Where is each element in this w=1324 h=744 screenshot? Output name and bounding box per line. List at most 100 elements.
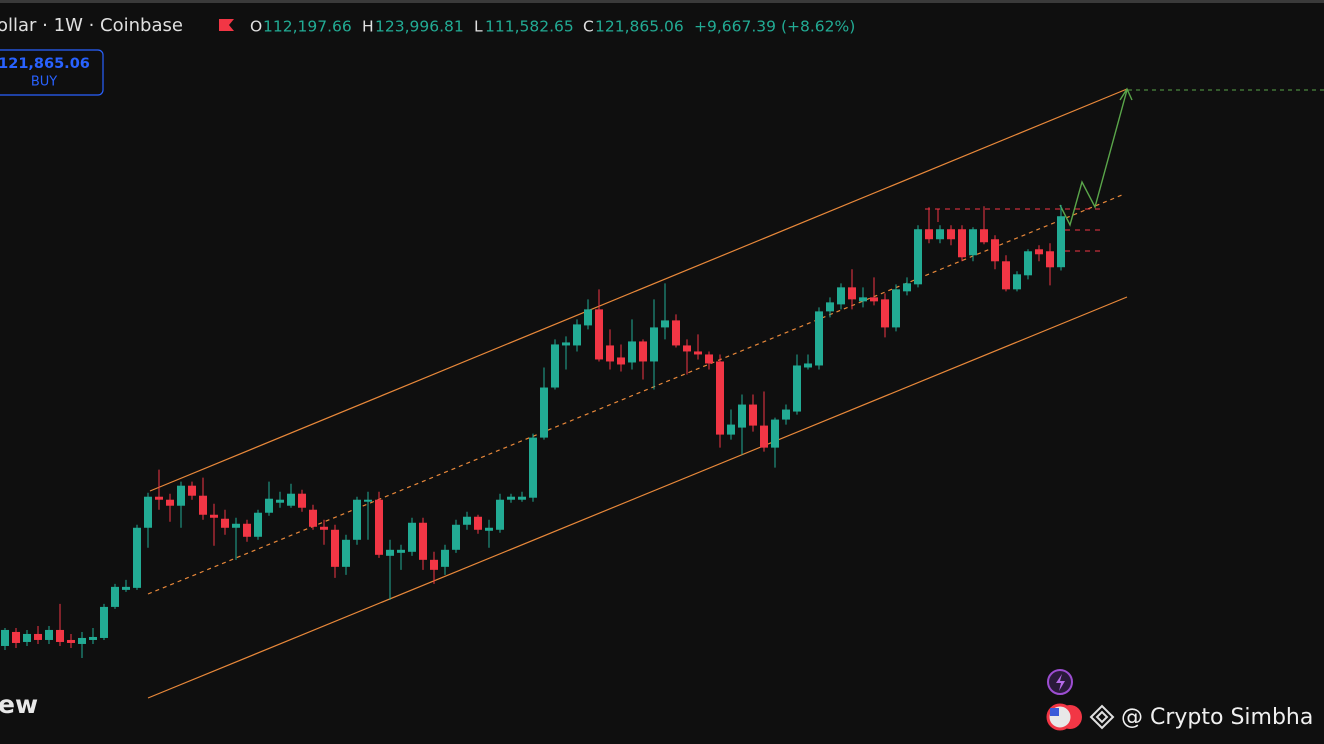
symbol: ollar · 1W · Coinbase — [0, 15, 183, 36]
candle-body — [507, 496, 515, 500]
candle — [430, 551, 438, 584]
candle — [705, 351, 713, 370]
ohlc-value: 112,197.66 — [263, 18, 352, 36]
candle — [221, 509, 229, 535]
flag-icon — [219, 19, 234, 31]
candle-body — [452, 524, 460, 550]
candle — [474, 514, 482, 534]
candle-body — [925, 229, 933, 240]
candle-body — [78, 637, 86, 644]
candle-body — [89, 636, 97, 640]
candle-body — [793, 365, 801, 412]
candle-body — [584, 309, 592, 326]
candle-body — [287, 493, 295, 506]
candle — [771, 417, 779, 468]
candle-body — [705, 354, 713, 364]
candle-body — [210, 514, 218, 518]
ohlc-label: L — [474, 18, 483, 36]
candle — [1024, 249, 1032, 280]
candle — [144, 492, 152, 548]
candle-body — [419, 522, 427, 560]
candle-body — [397, 549, 405, 553]
header: ollar · 1W · Coinbase O 112,197.66 H 123… — [0, 15, 855, 36]
candle-body — [672, 320, 680, 346]
candle — [199, 477, 207, 520]
candle — [991, 235, 999, 270]
candle — [12, 627, 20, 648]
channel-upper — [149, 88, 1128, 492]
candle — [584, 299, 592, 330]
candle — [331, 524, 339, 578]
candle — [386, 539, 394, 600]
candle-body — [45, 629, 53, 640]
candle — [78, 631, 86, 658]
candle — [23, 629, 31, 646]
candle-body — [738, 404, 746, 428]
candle-body — [298, 493, 306, 508]
brand: ew — [0, 690, 38, 719]
candle-body — [34, 633, 42, 640]
candle-body — [694, 351, 702, 355]
candle-body — [859, 297, 867, 302]
candle — [914, 225, 922, 288]
candle — [298, 489, 306, 512]
candles — [1, 205, 1065, 658]
candle-body — [100, 606, 108, 638]
candle — [859, 287, 867, 308]
candle-body — [485, 527, 493, 531]
candle — [694, 334, 702, 360]
candle-body — [122, 586, 130, 590]
candle — [980, 206, 988, 245]
candle — [100, 603, 108, 640]
candle — [507, 493, 515, 503]
candle-body — [12, 631, 20, 643]
candle-body — [606, 345, 614, 362]
candle — [903, 277, 911, 296]
candle — [56, 603, 64, 646]
candle-body — [56, 629, 64, 642]
buy-badge[interactable]: 121,865.06 BUY — [0, 49, 104, 96]
candle — [210, 503, 218, 546]
candle-body — [1035, 249, 1043, 255]
candle-body — [1, 629, 9, 646]
candle-body — [463, 516, 471, 525]
candle-body — [881, 299, 889, 328]
candle — [1, 627, 9, 650]
candle — [254, 509, 262, 540]
candle — [408, 517, 416, 556]
badge-price: 121,865.06 — [0, 56, 90, 72]
candle-body — [188, 485, 196, 496]
candle-body — [309, 509, 317, 527]
candle — [958, 225, 966, 262]
candle — [870, 277, 878, 306]
candle-body — [760, 425, 768, 448]
candle-body — [518, 496, 526, 500]
candle-body — [804, 363, 812, 368]
candle-body — [441, 549, 449, 567]
candle — [606, 329, 614, 370]
candle-body — [23, 633, 31, 642]
candle — [518, 491, 526, 502]
candle-body — [1013, 274, 1021, 290]
candle-body — [892, 289, 900, 328]
candle — [551, 339, 559, 390]
projection-arrow — [1119, 87, 1133, 101]
candle-body — [551, 344, 559, 388]
candle-body — [265, 498, 273, 513]
candle — [375, 491, 383, 558]
candle — [1046, 243, 1054, 286]
candle-body — [947, 229, 955, 240]
badge-box — [0, 49, 104, 96]
candle-body — [474, 516, 482, 530]
candle-body — [1046, 251, 1054, 268]
candle — [463, 511, 471, 530]
candle — [188, 481, 196, 500]
candle-body — [727, 424, 735, 435]
channel-lower — [147, 296, 1128, 699]
candle — [628, 319, 636, 370]
candle — [34, 625, 42, 644]
candle — [397, 544, 405, 570]
candle-body — [1002, 261, 1010, 290]
candle — [166, 493, 174, 522]
